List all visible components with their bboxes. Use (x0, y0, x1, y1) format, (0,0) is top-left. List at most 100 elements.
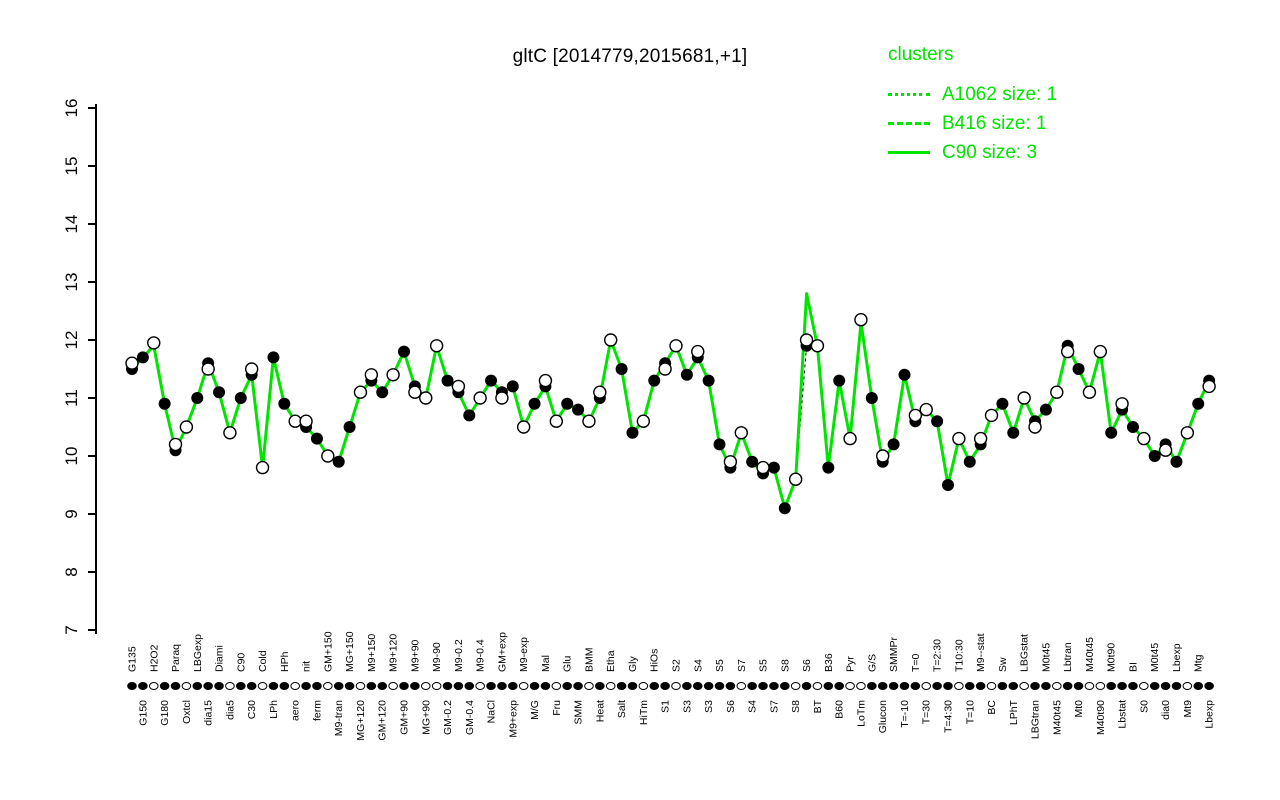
data-point-filled (572, 403, 585, 416)
x-category-label: Lbexp (1171, 643, 1183, 672)
data-point-filled (865, 392, 878, 404)
data-point-filled (332, 455, 345, 468)
data-point-open (255, 460, 270, 475)
y-tick-label: 10 (62, 447, 81, 466)
data-point-open (538, 373, 553, 388)
data-point-filled (1192, 397, 1205, 410)
condition-marker-icon (714, 682, 725, 690)
x-category-label: BC (986, 700, 998, 715)
x-category-label: Diami (214, 645, 226, 672)
condition-marker-icon (649, 682, 660, 690)
condition-marker-icon (638, 682, 649, 690)
x-category-label: Heat (594, 700, 606, 722)
x-category-label: Glucon (877, 700, 889, 733)
condition-marker-icon (834, 682, 845, 690)
condition-marker-icon (627, 682, 638, 690)
condition-marker-icon (1019, 682, 1029, 690)
data-point-filled (713, 438, 726, 451)
cluster-centroid-line (130, 292, 1211, 510)
y-tick-label: 7 (62, 625, 81, 634)
x-category-label: S6 (725, 700, 737, 713)
legend: clusters A1062 size: 1 B416 size: 1 C90 … (888, 44, 1057, 167)
x-category-label: M9+120 (388, 634, 400, 672)
data-point-open (1093, 344, 1108, 359)
data-point-filled (463, 409, 476, 422)
data-point-open (386, 368, 400, 382)
x-category-label: Paraq (170, 644, 182, 672)
legend-item-a1062: A1062 size: 1 (888, 80, 1057, 109)
y-tick-label: 15 (62, 157, 81, 176)
data-point-open (984, 408, 999, 423)
condition-marker-icon (486, 682, 496, 690)
condition-marker-icon (812, 682, 823, 690)
x-category-label: Pyr (845, 656, 857, 672)
x-category-label: LPhT (1008, 699, 1020, 725)
data-point-filled (963, 455, 976, 468)
x-category-label: G150 (137, 700, 149, 726)
x-category-label: G135 (127, 646, 139, 672)
condition-marker-icon (954, 682, 964, 690)
condition-marker-icon (1128, 682, 1138, 690)
condition-marker-icon (1062, 682, 1073, 690)
condition-marker-icon (551, 682, 562, 690)
data-point-filled (746, 455, 759, 468)
condition-marker-icon (856, 682, 866, 690)
x-category-label: C90 (235, 653, 247, 672)
condition-marker-icon (420, 682, 431, 690)
x-category-label: Lbexp (1204, 700, 1216, 729)
data-point-filled (702, 374, 715, 387)
condition-marker-icon (562, 682, 573, 690)
data-point-open (1060, 344, 1075, 359)
data-point-filled (778, 502, 791, 515)
condition-marker-icon (344, 682, 355, 690)
x-category-label: dia5 (224, 700, 236, 720)
data-point-filled (191, 392, 204, 404)
data-point-filled (561, 397, 574, 410)
x-category-label: LBGexp (192, 634, 204, 672)
x-category-label: H2O2 (148, 644, 160, 672)
condition-marker-icon (236, 682, 246, 690)
condition-marker-icon (225, 682, 235, 690)
condition-marker-icon (1117, 682, 1127, 690)
x-category-label: S0 (1138, 700, 1150, 713)
x-axis-rug (127, 682, 1214, 690)
x-category-label: M9+exp (507, 700, 519, 738)
x-category-label: B60 (834, 700, 846, 719)
x-category-label: LoTm (855, 700, 867, 727)
condition-marker-icon (508, 682, 518, 690)
condition-marker-icon (595, 682, 605, 690)
condition-marker-icon (1139, 682, 1149, 690)
condition-marker-icon (877, 682, 888, 690)
data-point-filled (528, 397, 541, 410)
x-category-label: S8 (790, 700, 802, 713)
data-point-open (408, 385, 422, 399)
x-category-label: Salt (616, 700, 628, 718)
data-point-filled (1105, 426, 1118, 439)
condition-marker-icon (584, 682, 594, 690)
data-point-open (495, 391, 509, 405)
data-point-open (854, 313, 868, 327)
data-point-open (516, 420, 531, 434)
data-point-open (604, 333, 618, 347)
x-category-label: BMM (583, 648, 595, 673)
condition-marker-icon (975, 682, 986, 690)
condition-marker-icon (725, 682, 736, 690)
data-point-open (549, 414, 564, 428)
data-point-open (1180, 426, 1195, 440)
data-point-filled (615, 363, 628, 375)
legend-item-b416: B416 size: 1 (888, 109, 1057, 138)
data-point-filled (996, 397, 1009, 410)
x-category-label: G/S (866, 654, 878, 672)
condition-marker-icon (333, 682, 344, 690)
condition-marker-icon (290, 682, 301, 690)
data-point-open (244, 362, 259, 376)
condition-marker-icon (616, 682, 627, 690)
data-point-open (223, 426, 237, 440)
condition-marker-icon (1008, 682, 1019, 690)
condition-marker-icon (388, 682, 398, 690)
data-point-filled (898, 368, 911, 381)
condition-marker-icon (1084, 682, 1095, 690)
condition-marker-icon (1030, 682, 1040, 690)
legend-label: B416 size: 1 (942, 112, 1047, 134)
data-point-filled (1007, 426, 1020, 439)
